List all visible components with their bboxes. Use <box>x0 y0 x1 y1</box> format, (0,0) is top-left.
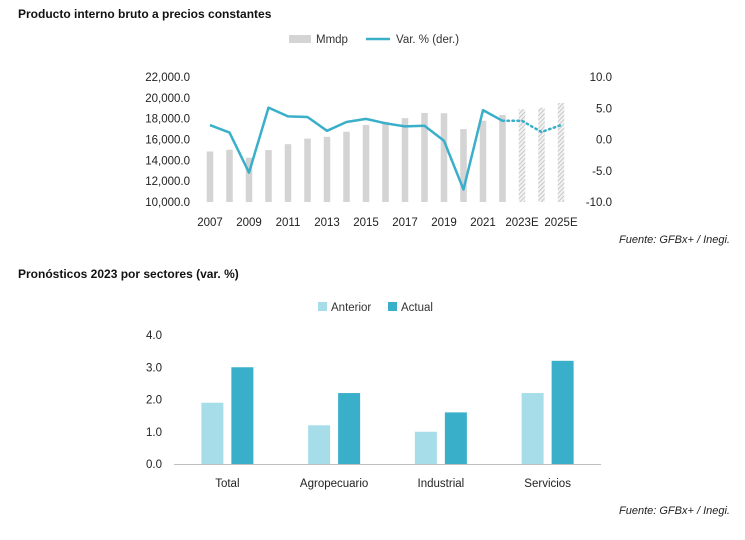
x-tick-label: 2023E <box>505 217 539 229</box>
bar-mmdp-2023 <box>518 109 526 202</box>
bar-mmdp-2022 <box>499 115 506 202</box>
chart1-title: Producto interno bruto a precios constan… <box>18 7 272 21</box>
y-left-tick-label: 16,000.0 <box>145 135 190 147</box>
y-tick-label: 1.0 <box>146 427 162 439</box>
x-tick-label: Total <box>215 478 239 490</box>
chart2-title: Pronósticos 2023 por sectores (var. %) <box>18 267 239 281</box>
y-tick-label: 4.0 <box>146 330 162 342</box>
bar-mmdp-2025 <box>557 103 565 202</box>
bar-actual-industrial <box>444 412 467 464</box>
bar-mmdp-2011 <box>284 144 292 202</box>
legend-label-mmdp: Mmdp <box>316 34 348 46</box>
bar-mmdp-2017 <box>401 118 409 202</box>
y-left-tick-label: 22,000.0 <box>145 72 190 84</box>
bar-mmdp-2021 <box>479 120 487 202</box>
bar-mmdp-2020 <box>460 129 467 202</box>
gdp-chart: Mmdp Var. % (der.) 10,000.0 12,000.0 14,000.… <box>145 34 612 229</box>
x-tick-label: 2025E <box>544 217 578 229</box>
bar-mmdp-2018 <box>421 112 428 202</box>
bar-mmdp-2016 <box>382 121 389 202</box>
x-tick-label: 2021 <box>470 217 496 229</box>
bar-actual-total <box>231 367 254 464</box>
y-right-tick-label: 0.0 <box>596 135 612 147</box>
x-tick-label: Servicios <box>524 478 571 490</box>
bar-mmdp-2012 <box>304 138 311 202</box>
legend-swatch-actual <box>388 302 397 311</box>
x-tick-label: 2009 <box>236 217 262 229</box>
legend-label-var: Var. % (der.) <box>396 34 459 46</box>
y-right-tick-label: 10.0 <box>590 72 612 84</box>
y-right-tick-label: -10.0 <box>586 197 612 209</box>
y-left-tick-label: 12,000.0 <box>145 176 190 188</box>
legend-swatch-anterior <box>318 302 327 311</box>
y-left-tick-label: 10,000.0 <box>145 197 190 209</box>
y-right-tick-label: 5.0 <box>596 103 612 115</box>
y-tick-label: 0.0 <box>146 459 162 471</box>
bar-anterior-agropecuario <box>308 425 331 464</box>
bar-mmdp-2013 <box>323 136 331 202</box>
chart1-source: Fuente: GFBx+ / Inegi. <box>619 234 730 246</box>
y-left-tick-label: 14,000.0 <box>145 155 190 167</box>
bar-mmdp-2009 <box>245 157 253 202</box>
bar-actual-agropecuario <box>338 393 361 464</box>
bar-mmdp-2019 <box>440 113 448 202</box>
y-tick-label: 3.0 <box>146 362 162 374</box>
x-tick-label: 2013 <box>314 217 340 229</box>
x-tick-label: 2019 <box>431 217 457 229</box>
bar-mmdp-2010 <box>265 150 272 202</box>
y-left-tick-label: 20,000.0 <box>145 93 190 105</box>
y-right-tick-label: -5.0 <box>592 166 612 178</box>
x-tick-label: Agropecuario <box>300 478 368 490</box>
bar-mmdp-2024 <box>538 107 545 202</box>
legend-label-anterior: Anterior <box>331 302 371 314</box>
y-left-tick-label: 18,000.0 <box>145 114 190 126</box>
bar-actual-servicios <box>551 360 574 464</box>
line-var-forecast <box>501 119 563 134</box>
bar-anterior-servicios <box>521 393 544 464</box>
bar-mmdp-2015 <box>362 124 370 202</box>
bar-anterior-total <box>201 402 224 464</box>
line-var-actual <box>209 106 504 191</box>
bar-mmdp-2007 <box>206 151 214 202</box>
x-tick-label: 2011 <box>276 217 301 229</box>
bar-mmdp-2014 <box>343 131 350 202</box>
bar-anterior-industrial <box>414 431 437 464</box>
y-tick-label: 2.0 <box>146 395 162 407</box>
chart2-source: Fuente: GFBx+ / Inegi. <box>619 505 730 517</box>
legend-label-actual: Actual <box>401 302 433 314</box>
x-tick-label: 2017 <box>392 217 418 229</box>
x-tick-label: Industrial <box>418 478 465 490</box>
x-tick-label: 2015 <box>353 217 379 229</box>
x-tick-label: 2007 <box>197 217 223 229</box>
legend-swatch-mmdp <box>289 35 311 43</box>
bar-mmdp-2008 <box>226 149 233 202</box>
